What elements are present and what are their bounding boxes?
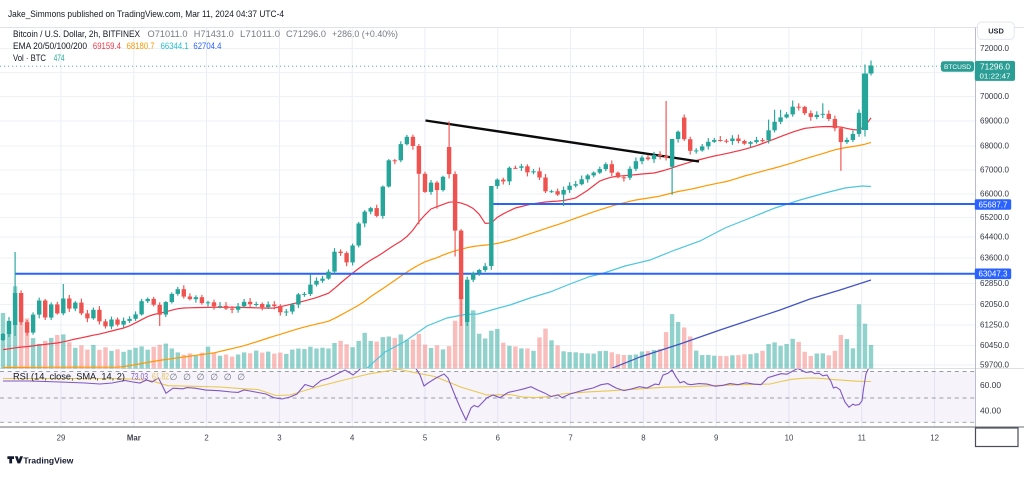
svg-text:∅: ∅ <box>183 372 191 382</box>
svg-text:61.82: 61.82 <box>152 372 169 382</box>
svg-text:73.03: 73.03 <box>131 372 148 382</box>
svg-text:12: 12 <box>930 434 939 443</box>
svg-text:L71011.0: L71011.0 <box>240 29 280 39</box>
svg-text:71296.0: 71296.0 <box>980 62 1011 71</box>
svg-text:TradingView: TradingView <box>23 456 73 466</box>
svg-text:62050.0: 62050.0 <box>980 300 1010 309</box>
svg-text:∅: ∅ <box>237 372 245 382</box>
svg-text:11: 11 <box>858 434 866 443</box>
svg-text:EMA 20/50/100/200: EMA 20/50/100/200 <box>13 41 87 51</box>
svg-text:RSI (14, close, SMA, 14, 2): RSI (14, close, SMA, 14, 2) <box>13 372 125 382</box>
svg-text:01:22:47: 01:22:47 <box>980 72 1011 81</box>
svg-text:29: 29 <box>57 434 66 443</box>
svg-text:8: 8 <box>641 434 645 443</box>
svg-text:+286.0 (+0.40%): +286.0 (+0.40%) <box>332 29 398 39</box>
svg-text:Mar: Mar <box>127 434 141 443</box>
svg-text:C71296.0: C71296.0 <box>286 29 326 39</box>
svg-text:474: 474 <box>54 53 65 63</box>
svg-text:6: 6 <box>496 434 500 443</box>
svg-text:4: 4 <box>350 434 355 443</box>
svg-text:5: 5 <box>423 434 428 443</box>
svg-text:61250.0: 61250.0 <box>980 321 1010 330</box>
svg-text:62850.0: 62850.0 <box>980 279 1010 288</box>
svg-text:60450.0: 60450.0 <box>980 341 1010 350</box>
svg-text:3: 3 <box>277 434 281 443</box>
svg-text:40.00: 40.00 <box>980 407 1002 416</box>
svg-text:69000.0: 69000.0 <box>980 117 1010 126</box>
svg-text:62704.4: 62704.4 <box>193 41 221 51</box>
svg-text:66000.0: 66000.0 <box>980 190 1010 199</box>
svg-text:∅: ∅ <box>170 372 178 382</box>
svg-text:10: 10 <box>785 434 794 443</box>
svg-text:9: 9 <box>714 434 718 443</box>
svg-text:H71431.0: H71431.0 <box>194 29 234 39</box>
svg-text:Jake_Simmons published on Trad: Jake_Simmons published on TradingView.co… <box>8 9 284 20</box>
svg-text:66344.1: 66344.1 <box>161 41 189 51</box>
svg-text:64400.0: 64400.0 <box>980 233 1010 242</box>
svg-text:7: 7 <box>568 434 572 443</box>
svg-text:60.00: 60.00 <box>980 381 1002 390</box>
svg-text:∅: ∅ <box>224 372 232 382</box>
svg-text:65687.7: 65687.7 <box>979 200 1008 209</box>
svg-text:70000.0: 70000.0 <box>980 92 1010 101</box>
svg-text:USD: USD <box>988 27 1004 36</box>
svg-text:∅: ∅ <box>210 372 218 382</box>
svg-text:67000.0: 67000.0 <box>980 166 1010 175</box>
svg-text:69159.4: 69159.4 <box>93 41 121 51</box>
svg-text:Bitcoin / U.S. Dollar, 2h, BIT: Bitcoin / U.S. Dollar, 2h, BITFINEX <box>13 29 140 39</box>
svg-text:65200.0: 65200.0 <box>980 213 1010 222</box>
svg-text:59700.0: 59700.0 <box>980 361 1010 370</box>
svg-text:68000.0: 68000.0 <box>980 142 1010 151</box>
svg-text:63047.3: 63047.3 <box>979 270 1008 279</box>
svg-text:O71011.0: O71011.0 <box>148 29 188 39</box>
svg-text:BTCUSD: BTCUSD <box>944 64 971 71</box>
svg-text:72000.0: 72000.0 <box>980 44 1010 53</box>
svg-text:2: 2 <box>204 434 208 443</box>
svg-text:∅: ∅ <box>197 372 205 382</box>
svg-text:63600.0: 63600.0 <box>980 254 1010 263</box>
svg-text:68180.7: 68180.7 <box>127 41 155 51</box>
svg-text:Vol · BTC: Vol · BTC <box>13 53 46 63</box>
